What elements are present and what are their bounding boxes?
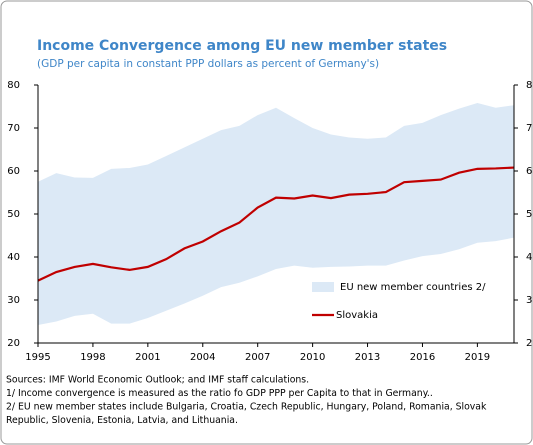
footnote: Sources: IMF World Economic Outlook; and… [6, 375, 309, 386]
footnote: Republic, Slovenia, Estonia, Latvia, and… [6, 415, 238, 426]
y-tick-label: 40 [7, 252, 20, 263]
chart-title: Income Convergence among EU new member s… [37, 38, 447, 54]
x-tick-label: 2010 [300, 352, 325, 363]
chart-subtitle: (GDP per capita in constant PPP dollars … [37, 58, 379, 70]
y-tick-label: 20 [7, 338, 20, 349]
y2-tick-label: 70 [526, 123, 533, 134]
x-tick-label: 2019 [465, 352, 490, 363]
y-tick-label: 60 [7, 166, 20, 177]
y2-tick-label: 30 [526, 295, 533, 306]
y2-tick-label: 20 [526, 338, 533, 349]
y-tick-label: 80 [7, 80, 20, 91]
x-tick-label: 2016 [410, 352, 435, 363]
x-tick-label: 2004 [190, 352, 215, 363]
y-tick-label: 50 [7, 209, 20, 220]
y2-tick-label: 80 [526, 80, 533, 91]
y2-tick-label: 50 [526, 209, 533, 220]
x-tick-label: 1995 [25, 352, 50, 363]
legend-label: EU new member countries 2/ [340, 282, 486, 293]
band-area [38, 103, 514, 325]
y2-tick-label: 40 [526, 252, 533, 263]
y2-tick-label: 60 [526, 166, 533, 177]
series-line [37, 166, 515, 282]
legend-swatch [312, 282, 334, 292]
footnote: 2/ EU new member states include Bulgaria… [6, 402, 487, 413]
x-tick-label: 2007 [245, 352, 270, 363]
x-tick-label: 2013 [355, 352, 380, 363]
footnote: 1/ Income convergence is measured as the… [6, 388, 433, 399]
x-tick-label: 1998 [80, 352, 105, 363]
y-tick-label: 30 [7, 295, 20, 306]
legend-label: Slovakia [336, 310, 378, 321]
x-tick-label: 2001 [135, 352, 160, 363]
y-tick-label: 70 [7, 123, 20, 134]
